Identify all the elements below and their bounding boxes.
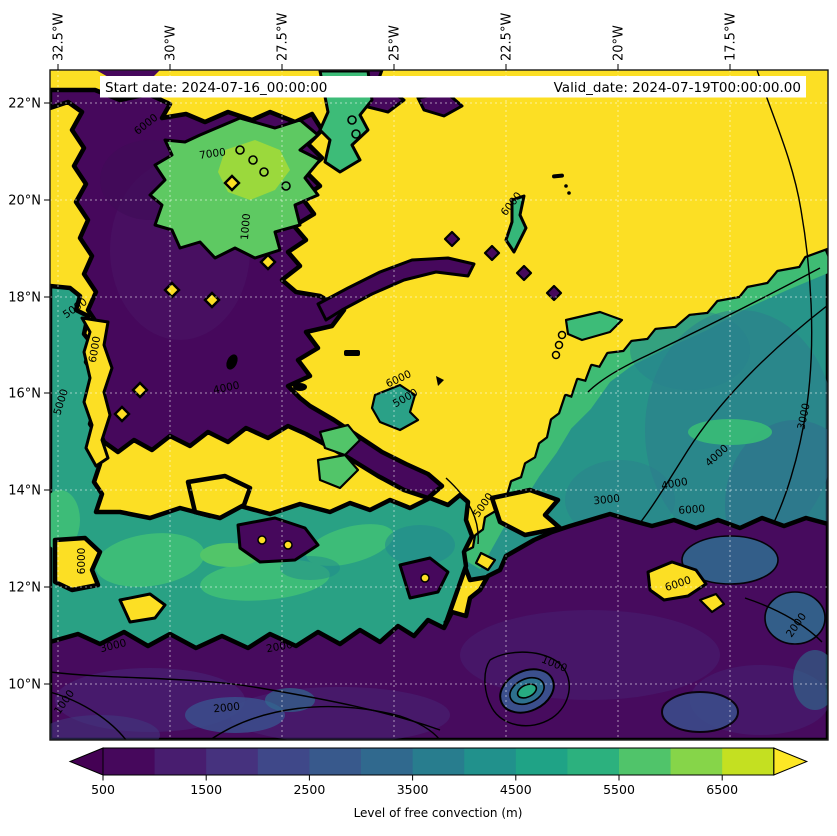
- lat-tick-label: 10°N: [8, 678, 41, 693]
- contour-label-6000: 6000: [76, 548, 88, 575]
- latitude-axis: 22°N 20°N 18°N 16°N 14°N 12°N 10°N: [8, 97, 50, 693]
- contour-label-1000: 1000: [239, 213, 253, 241]
- valid-date-label: Valid_date: 2024-07-19T00:00:00.00: [554, 80, 801, 96]
- map-plot-area: 6000700010006000500060004000500060005000…: [40, 70, 837, 755]
- lon-tick-label: 25°W: [388, 25, 403, 61]
- colorbar-segment: [413, 748, 465, 775]
- colorbar-segment: [309, 748, 361, 775]
- colorbar-tick-label: 4500: [500, 782, 532, 797]
- colorbar-segment: [464, 748, 516, 775]
- colorbar-tick-label: 500: [91, 782, 115, 797]
- lon-tick-label: 32.5°W: [52, 13, 67, 61]
- lat-tick-label: 16°N: [8, 387, 41, 402]
- longitude-axis: 32.5°W 30°W 27.5°W 25°W 22.5°W 20°W 17.5°W: [52, 13, 739, 70]
- colorbar-segment: [206, 748, 258, 775]
- colorbar-segment: [103, 748, 155, 775]
- start-date-label: Start date: 2024-07-16_00:00:00: [105, 80, 327, 96]
- lon-tick-label: 17.5°W: [724, 13, 739, 61]
- lat-tick-label: 22°N: [8, 97, 41, 112]
- colorbar-segment: [516, 748, 568, 775]
- lon-tick-label: 30°W: [164, 25, 179, 61]
- lat-tick-label: 12°N: [8, 581, 41, 596]
- colorbar-tick-label: 6500: [706, 782, 738, 797]
- figure-lfc-map: 6000700010006000500060004000500060005000…: [0, 0, 837, 836]
- colorbar-under-arrow: [70, 748, 103, 775]
- colorbar-segment: [361, 748, 413, 775]
- lfc-contour-map-canvas: 6000700010006000500060004000500060005000…: [0, 0, 837, 836]
- colorbar-tick-label: 5500: [603, 782, 635, 797]
- lat-tick-label: 18°N: [8, 291, 41, 306]
- colorbar-segment: [619, 748, 671, 775]
- lat-tick-label: 14°N: [8, 484, 41, 499]
- colorbar-segment: [258, 748, 310, 775]
- colorbar-segment: [155, 748, 207, 775]
- colorbar-label: Level of free convection (m): [354, 806, 523, 820]
- colorbar-tick-label: 1500: [190, 782, 222, 797]
- colorbar-over-arrow: [774, 748, 807, 775]
- colorbar-tick-label: 2500: [293, 782, 325, 797]
- contour-label-6000: 6000: [678, 503, 706, 517]
- lon-tick-label: 27.5°W: [276, 13, 291, 61]
- lat-tick-label: 20°N: [8, 194, 41, 209]
- colorbar-tick-label: 3500: [397, 782, 429, 797]
- colorbar: 500 1500 2500 3500 4500 5500 6500: [70, 748, 807, 797]
- colorbar-segment: [722, 748, 774, 775]
- lon-tick-label: 22.5°W: [500, 13, 515, 61]
- lon-tick-label: 20°W: [612, 25, 627, 61]
- colorbar-segment: [567, 748, 619, 775]
- colorbar-segment: [671, 748, 723, 775]
